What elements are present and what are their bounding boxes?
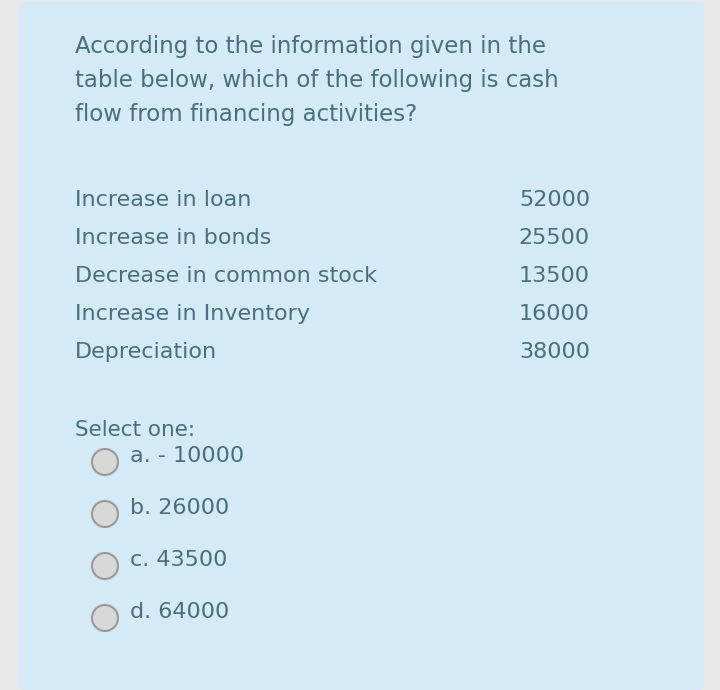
Text: 38000: 38000 [519, 342, 590, 362]
Text: Increase in loan: Increase in loan [75, 190, 251, 210]
Text: Increase in bonds: Increase in bonds [75, 228, 271, 248]
Text: 52000: 52000 [519, 190, 590, 210]
Text: 25500: 25500 [519, 228, 590, 248]
Text: Decrease in common stock: Decrease in common stock [75, 266, 377, 286]
Text: a. - 10000: a. - 10000 [130, 446, 244, 466]
Circle shape [92, 605, 118, 631]
Text: d. 64000: d. 64000 [130, 602, 229, 622]
Text: Select one:: Select one: [75, 420, 195, 440]
Text: Depreciation: Depreciation [75, 342, 217, 362]
Text: Increase in Inventory: Increase in Inventory [75, 304, 310, 324]
Text: According to the information given in the
table below, which of the following is: According to the information given in th… [75, 35, 559, 126]
Text: 16000: 16000 [519, 304, 590, 324]
Text: b. 26000: b. 26000 [130, 498, 229, 518]
Circle shape [92, 553, 118, 579]
Text: c. 43500: c. 43500 [130, 550, 228, 570]
Circle shape [92, 449, 118, 475]
Circle shape [92, 501, 118, 527]
Text: 13500: 13500 [519, 266, 590, 286]
